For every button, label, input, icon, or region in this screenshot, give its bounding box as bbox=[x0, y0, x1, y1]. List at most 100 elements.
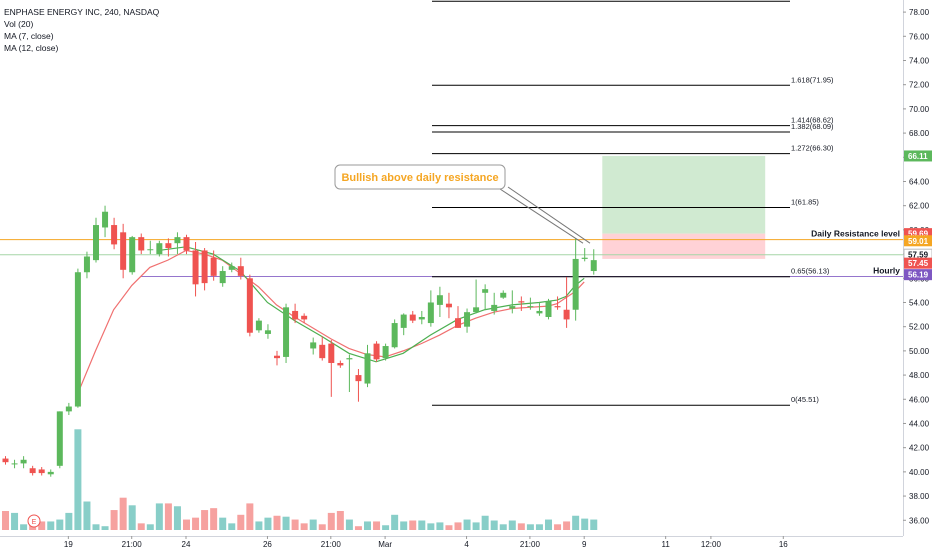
price-tick-label: 40.00 bbox=[909, 468, 930, 477]
price-tick-label: 44.00 bbox=[909, 419, 930, 428]
fib-label: 1(61.85) bbox=[791, 198, 819, 207]
volume-bar bbox=[554, 524, 562, 530]
candles[interactable] bbox=[2, 205, 597, 477]
callout-box bbox=[334, 164, 506, 190]
volume-bar bbox=[563, 521, 571, 530]
price-tag-label: 56.19 bbox=[908, 271, 929, 280]
price-tick-label: 64.00 bbox=[909, 177, 930, 186]
candle-body bbox=[228, 266, 235, 270]
volume-bar bbox=[373, 521, 381, 530]
volume-bar bbox=[300, 523, 308, 530]
candle-body bbox=[156, 243, 163, 255]
volume-bar bbox=[345, 519, 353, 530]
fib-label: 0(45.51) bbox=[791, 395, 819, 404]
fib-label: 1.382(68.09) bbox=[791, 122, 834, 131]
candle-body bbox=[174, 237, 181, 244]
candle-body bbox=[210, 257, 217, 276]
volume-bar bbox=[535, 524, 543, 530]
annotations: Bullish above daily resistance E bbox=[27, 164, 591, 528]
volume-bar bbox=[237, 514, 245, 530]
volume-bar bbox=[20, 524, 28, 530]
price-tick-label: 76.00 bbox=[909, 32, 930, 41]
price-tick-label: 50.00 bbox=[909, 347, 930, 356]
volume-bar bbox=[264, 517, 272, 530]
price-tag-label: 59.69 bbox=[908, 230, 929, 239]
volume-bar bbox=[137, 523, 145, 530]
candle-body bbox=[283, 307, 290, 357]
volume-bar bbox=[65, 512, 73, 530]
price-tick-label: 46.00 bbox=[909, 395, 930, 404]
candle-body bbox=[581, 257, 588, 259]
price-tag bbox=[904, 228, 932, 240]
volume-bar bbox=[246, 503, 254, 530]
candle-body bbox=[192, 250, 199, 285]
volume-bar bbox=[318, 524, 326, 530]
volume-bar bbox=[146, 524, 154, 530]
fibonacci-levels: 0(45.51) 0.65(56.13) 1(61.85) 1.272(66.30) 1… bbox=[432, 0, 834, 406]
candle-body bbox=[255, 320, 262, 331]
volume-bar bbox=[418, 520, 426, 530]
price-tag bbox=[904, 257, 932, 269]
candle-body bbox=[400, 314, 407, 328]
time-tick-label: 4 bbox=[464, 540, 469, 549]
volume-bar bbox=[282, 516, 290, 530]
volume-bar bbox=[183, 519, 190, 530]
fib-label: 1.618(71.95) bbox=[791, 75, 834, 84]
symbol-title[interactable]: ENPHASE ENERGY INC, 240, NASDAQ bbox=[4, 7, 160, 17]
price-tick-label: 38.00 bbox=[909, 492, 930, 501]
price-tag-label: 59.01 bbox=[908, 237, 929, 246]
time-tick-label: 24 bbox=[182, 540, 191, 549]
candle-body bbox=[111, 225, 118, 245]
volume-bar bbox=[490, 520, 498, 530]
indicator-ma12[interactable]: MA (12, close) bbox=[4, 43, 59, 53]
target-zone bbox=[602, 155, 766, 234]
time-tick-label: 19 bbox=[64, 540, 73, 549]
candle-body bbox=[165, 243, 172, 249]
price-axis[interactable]: 36.00 38.00 40.00 42.00 44.00 46.00 48.00 50.00… bbox=[903, 0, 932, 550]
price-tick-label: 74.00 bbox=[909, 56, 930, 65]
time-axis-bg bbox=[0, 536, 932, 550]
price-tag bbox=[904, 269, 932, 281]
volume-bar bbox=[92, 524, 100, 530]
volume-bar bbox=[463, 519, 471, 530]
candle-body bbox=[373, 343, 380, 360]
volume-bar bbox=[192, 517, 200, 530]
candle-body bbox=[364, 353, 371, 384]
price-tick-label: 72.00 bbox=[909, 81, 930, 90]
candle-body bbox=[427, 302, 434, 324]
candle-body bbox=[246, 278, 253, 333]
volume-bar bbox=[508, 520, 516, 530]
volume-bar bbox=[427, 523, 435, 530]
volume-bar bbox=[228, 523, 236, 530]
price-tick-label: 62.00 bbox=[909, 202, 930, 211]
callout-pointer bbox=[499, 188, 584, 244]
candle-body bbox=[491, 304, 498, 311]
price-tick-label: 52.00 bbox=[909, 323, 930, 332]
candle-body bbox=[65, 406, 72, 412]
candle-body bbox=[391, 323, 398, 348]
earnings-marker-icon bbox=[27, 514, 41, 528]
volume-bar bbox=[273, 515, 281, 530]
candle-body bbox=[554, 306, 561, 308]
candle-body bbox=[319, 344, 326, 359]
candle-body bbox=[120, 232, 127, 270]
volume-bar bbox=[391, 514, 399, 530]
candle-body bbox=[310, 342, 317, 349]
volume-bar bbox=[291, 519, 299, 530]
candle-body bbox=[355, 375, 362, 382]
indicator-ma7[interactable]: MA (7, close) bbox=[4, 31, 54, 41]
volume-bar bbox=[517, 523, 525, 530]
volume-bar bbox=[110, 510, 118, 530]
time-tick-label: 21:00 bbox=[321, 540, 342, 549]
indicator-volume[interactable]: Vol (20) bbox=[4, 19, 34, 29]
time-axis[interactable]: 19 21:00 24 26 21:00 Mar 4 21:00 9 11 12:00 16 bbox=[0, 536, 932, 550]
candle-body bbox=[74, 272, 81, 407]
price-tag-label: 66.11 bbox=[908, 152, 928, 161]
volume-bar bbox=[219, 517, 227, 530]
volume-bar bbox=[472, 522, 480, 530]
candle-body bbox=[346, 358, 353, 360]
candle-body bbox=[38, 469, 45, 474]
